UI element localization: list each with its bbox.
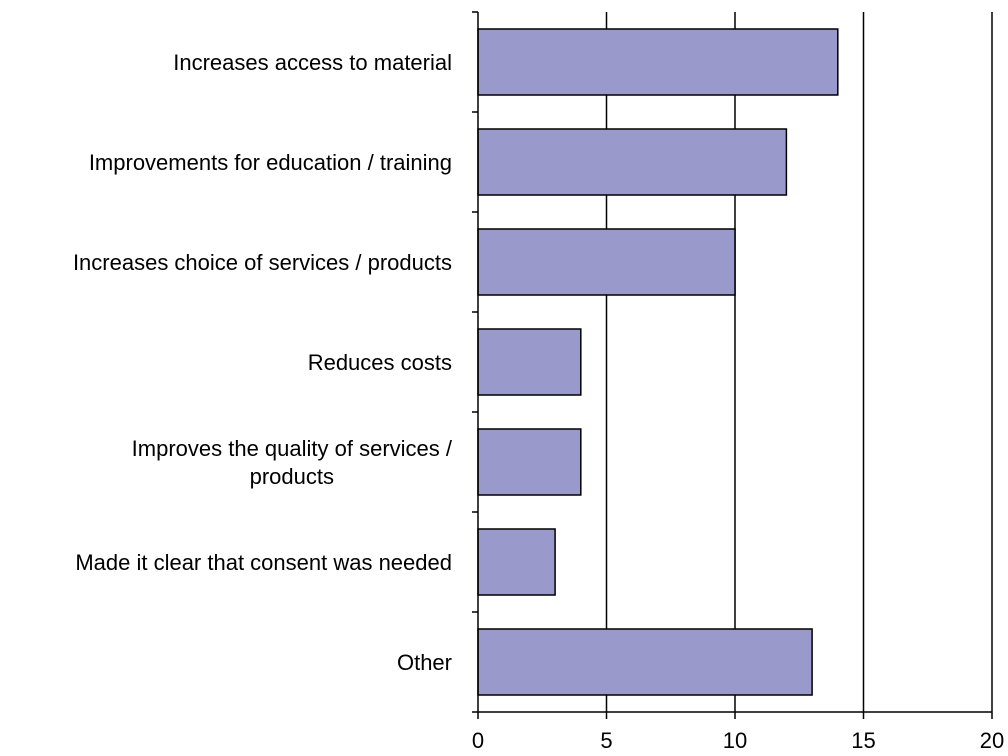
category-label-0: Increases access to material — [173, 50, 452, 75]
bar-3 — [477, 328, 582, 396]
category-label-line: products — [250, 464, 334, 489]
x-tick-label-15: 15 — [851, 728, 875, 753]
category-label-6: Other — [397, 650, 452, 675]
bar-4 — [477, 428, 582, 496]
x-tick-labels: 0 5 10 15 20 — [472, 728, 1004, 753]
category-label-line: Improvements for education / training — [89, 150, 452, 175]
x-tick-label-0: 0 — [472, 728, 484, 753]
bar-2 — [477, 228, 736, 296]
category-label-line: Increases access to material — [173, 50, 452, 75]
category-label-line: Improves the quality of services / — [132, 436, 453, 461]
axes — [472, 11, 993, 719]
category-labels: Increases access to material Improvements… — [73, 50, 453, 675]
bar-1 — [477, 128, 788, 196]
bars — [477, 28, 839, 696]
category-label-1: Improvements for education / training — [89, 150, 452, 175]
gridlines — [605, 12, 993, 712]
bar-6 — [477, 628, 813, 696]
category-label-line: Other — [397, 650, 452, 675]
category-label-line: Increases choice of services / products — [73, 250, 452, 275]
bar-0 — [477, 28, 839, 96]
bar-5 — [477, 528, 556, 596]
category-label-line: Made it clear that consent was needed — [75, 550, 452, 575]
category-label-3: Reduces costs — [308, 350, 452, 375]
category-label-4: Improves the quality of services / produc… — [132, 436, 453, 489]
x-tick-label-20: 20 — [980, 728, 1004, 753]
category-label-5: Made it clear that consent was needed — [75, 550, 452, 575]
x-tick-label-5: 5 — [600, 728, 612, 753]
category-label-line: Reduces costs — [308, 350, 452, 375]
x-tick-label-10: 10 — [723, 728, 747, 753]
category-label-2: Increases choice of services / products — [73, 250, 452, 275]
